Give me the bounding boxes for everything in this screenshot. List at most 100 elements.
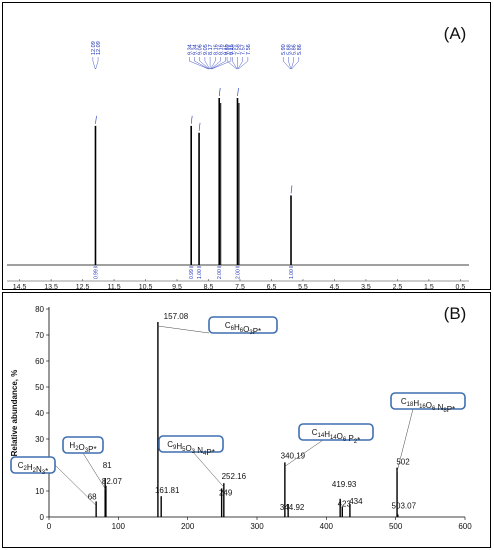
integral-label: 2.00 (217, 269, 223, 279)
ms-peak-label: 161.81 (155, 486, 180, 495)
panel-letter-b: (B) (444, 304, 467, 323)
x-tick-label: 100 (112, 522, 126, 531)
formula-label: C18H16O6 N8P* (401, 397, 455, 414)
x-tick-label: 12.5 (76, 284, 90, 291)
shift-connector (189, 57, 209, 70)
chemical-shift-label: 8.17 (208, 44, 214, 55)
x-tick-label: 0 (47, 522, 52, 531)
y-tick-label: 10 (35, 487, 44, 496)
mass-spectrum-panel: (B)010203040506070800100200300400500600R… (2, 292, 491, 548)
shift-connector (211, 57, 232, 70)
ms-peak-label: 344.92 (280, 503, 305, 512)
chemical-shift-label: 9.34 (192, 44, 198, 55)
x-tick-label: 2.5 (393, 284, 403, 291)
callout-leader (192, 451, 225, 488)
nmr-panel: (A) 14.5 13.5 12.5 11.5 10.5 9.5 8.5 7.5 6.5 5.5 4.… (2, 2, 491, 291)
x-tick-label: 11.5 (107, 284, 120, 291)
ms-peak-label: 419.93 (332, 480, 357, 489)
shift-connector (237, 57, 243, 70)
y-tick-label: 80 (35, 305, 44, 314)
integral-label: 0.99 (189, 269, 195, 279)
x-tick-label: 5.5 (298, 284, 308, 291)
nmr-spectrum-chart: (A) 14.5 13.5 12.5 11.5 10.5 9.5 8.5 7.5 6.5 5.5 4.… (7, 24, 469, 291)
x-tick-label: 10.5 (139, 284, 153, 291)
shift-connector (291, 57, 294, 70)
chemical-shift-label: 9.06 (198, 44, 204, 55)
chemical-shift-label: 7.57 (241, 44, 247, 55)
integral-label: 0.99 (93, 269, 99, 279)
x-tick-label: 200 (181, 522, 195, 531)
shift-connector (92, 57, 96, 70)
y-axis-label: Relative abundance, % (10, 370, 19, 457)
peak-marker (190, 115, 193, 124)
callout-leader (157, 325, 210, 334)
formula-label: C2H2N3* (18, 461, 49, 476)
chemical-shift-label: 9.34 (187, 44, 193, 55)
chemical-shift-label: 8.16 (213, 44, 219, 55)
peak-marker (95, 115, 97, 124)
formula-label: C6H6O3P* (225, 321, 261, 336)
chemical-shift-label: 7.59 (230, 44, 236, 55)
integral-label: 2.00 (235, 269, 241, 279)
integral-label: 1.00 (289, 269, 295, 279)
ms-peak-label: 434 (349, 497, 363, 506)
ms-peak-label: 81 (103, 461, 112, 470)
x-tick-label: 13.5 (44, 284, 58, 291)
chemical-shift-label: 12.09 (91, 41, 97, 55)
chemical-shift-label: 5.90 (281, 44, 287, 55)
ms-peak-label: 502 (396, 458, 410, 467)
formula-callout-box (10, 456, 56, 474)
shift-connector (211, 57, 226, 70)
chemical-shift-label: 8.15 (229, 44, 235, 55)
shift-connector (95, 57, 99, 70)
peak-marker (218, 87, 221, 97)
shift-connector (238, 57, 249, 70)
ms-peak-label: 503.07 (392, 501, 417, 510)
chemical-shift-label: 7.59 (225, 44, 231, 55)
y-tick-label: 70 (35, 331, 44, 340)
shift-connector (291, 57, 300, 70)
callout-leader (54, 464, 97, 506)
y-tick-label: 40 (35, 409, 44, 418)
integral-label: 1.00 (197, 269, 203, 279)
panel-letter-a: (A) (444, 24, 467, 43)
shift-connector (288, 57, 291, 70)
shift-connector (226, 57, 237, 70)
callout-leader (284, 439, 324, 467)
shift-connector (199, 57, 210, 70)
ms-peak-label: 157.08 (164, 312, 189, 321)
chemical-shift-label: 5.86 (292, 44, 298, 55)
ms-peak-label: 423 (338, 500, 352, 509)
shift-connector (232, 57, 238, 70)
x-tick-label: 14.5 (13, 284, 27, 291)
ms-peak-label: 249 (219, 488, 233, 497)
x-tick-label: 3.5 (361, 284, 371, 291)
x-tick-label: 500 (389, 522, 403, 531)
y-tick-label: 60 (35, 357, 44, 366)
ms-peak-label: 68 (88, 492, 97, 501)
ms-peak-label: 82.07 (102, 477, 123, 486)
x-tick-label: 9.5 (172, 284, 182, 291)
shift-connector (204, 57, 210, 70)
ms-peak-label: 340.19 (281, 451, 306, 460)
peak-marker (237, 87, 239, 97)
formula-label: C14H14O6 P2* (312, 428, 361, 445)
x-tick-label: 7.5 (235, 284, 245, 291)
x-tick-label: 300 (250, 522, 264, 531)
formula-callout-box (62, 436, 104, 454)
shift-connector (210, 57, 216, 70)
chemical-shift-label: 8.16 (218, 44, 224, 55)
shift-connector (194, 57, 209, 70)
chemical-shift-label: 12.09 (96, 41, 102, 55)
ms-peak-label: 252.16 (222, 472, 247, 481)
x-tick-label: 4.5 (330, 284, 340, 291)
y-tick-label: 30 (35, 435, 44, 444)
chemical-shift-label: 9.05 (203, 44, 209, 55)
formula-callout-box (298, 423, 374, 441)
formula-callout-box (158, 435, 224, 453)
x-tick-label: 400 (320, 522, 334, 531)
formula-callout-box (208, 316, 278, 334)
x-tick-label: 1.5 (424, 284, 434, 291)
chemical-shift-label: 7.56 (246, 44, 252, 55)
x-tick-label: 6.5 (267, 284, 277, 291)
